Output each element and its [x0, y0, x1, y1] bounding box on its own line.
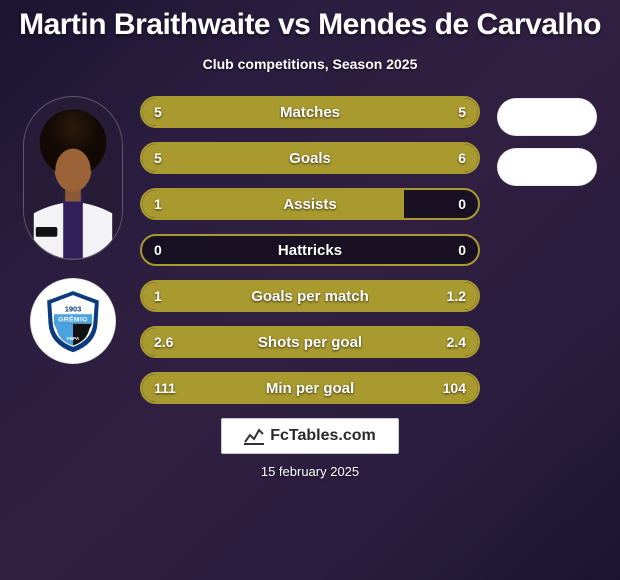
- stat-value-right: 0: [458, 236, 466, 264]
- stat-value-left: 5: [154, 98, 162, 126]
- right-player-placeholder: [497, 98, 597, 136]
- date-label: 15 february 2025: [261, 464, 359, 479]
- stat-row: 0 0Hattricks: [140, 234, 480, 266]
- stat-value-right: 2.4: [447, 328, 466, 356]
- right-player-placeholder: [497, 148, 597, 186]
- brand-icon: [244, 427, 264, 445]
- stat-value-right: 1.2: [447, 282, 466, 310]
- stat-value-left: 5: [154, 144, 162, 172]
- stat-row: 11.2Goals per match: [140, 280, 480, 312]
- stat-value-left: 0: [154, 236, 162, 264]
- stat-value-left: 111: [154, 374, 176, 402]
- left-player-avatar: [23, 96, 123, 260]
- club-badge: 1903 GRÊMIO FBPA: [30, 278, 116, 364]
- svg-text:1903: 1903: [65, 304, 82, 313]
- page-title: Martin Braithwaite vs Mendes de Carvalho: [0, 0, 620, 42]
- subtitle: Club competitions, Season 2025: [0, 56, 620, 72]
- stat-row: 2.62.4Shots per goal: [140, 326, 480, 358]
- svg-text:GRÊMIO: GRÊMIO: [58, 315, 88, 324]
- comparison-bars: 55Matches56Goals10Assists00Hattricks11.2…: [140, 96, 480, 404]
- stat-row: 55Matches: [140, 96, 480, 128]
- svg-text:FBPA: FBPA: [67, 336, 80, 342]
- left-player-column: 1903 GRÊMIO FBPA: [18, 96, 128, 364]
- stat-row: 10Assists: [140, 188, 480, 220]
- brand-box: FcTables.com: [221, 418, 399, 454]
- stat-value-left: 1: [154, 282, 162, 310]
- stat-row: 111104Min per goal: [140, 372, 480, 404]
- stat-value-right: 104: [443, 374, 466, 402]
- brand-label: FcTables.com: [270, 427, 376, 445]
- stat-value-right: 5: [458, 98, 466, 126]
- right-player-column: [492, 96, 602, 186]
- stat-label: Hattricks: [142, 242, 478, 259]
- stat-value-right: 6: [458, 144, 466, 172]
- stat-value-right: 0: [458, 190, 466, 218]
- stat-value-left: 2.6: [154, 328, 173, 356]
- stat-row: 56Goals: [140, 142, 480, 174]
- stat-value-left: 1: [154, 190, 162, 218]
